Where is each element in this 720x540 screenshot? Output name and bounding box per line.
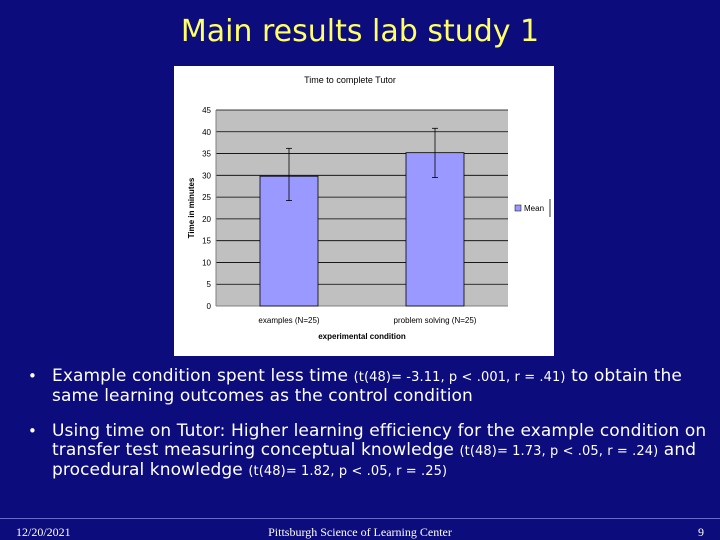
y-tick-label: 35	[202, 150, 211, 159]
y-tick-label: 30	[202, 171, 211, 180]
x-axis-label: experimental condition	[318, 332, 406, 341]
bullet-dot-icon: •	[28, 422, 37, 440]
chart-title: Time to complete Tutor	[304, 75, 396, 85]
bullet-text-segment: Example condition spent less time	[52, 366, 354, 386]
y-tick-label: 45	[202, 106, 211, 115]
stat-text: (t(48)= 1.73, p < .05, r = .24)	[459, 444, 659, 459]
y-tick-label: 5	[207, 280, 212, 289]
bullet-list: • Example condition spent less time (t(4…	[28, 367, 708, 497]
chart: Time to complete Tutor 0 5 10 15 20 25 30 35 40 45…	[174, 66, 554, 356]
y-tick-label: 10	[202, 258, 211, 267]
bullet-item: • Using time on Tutor: Higher learning e…	[28, 422, 708, 481]
y-tick-label: 15	[202, 237, 211, 246]
footer-organization: Pittsburgh Science of Learning Center	[268, 525, 452, 539]
footer: 12/20/2021 Pittsburgh Science of Learnin…	[0, 520, 720, 540]
bullet-text-segment: Using time on Tutor: Higher learning eff…	[52, 421, 707, 460]
bullet-text: Using time on Tutor: Higher learning eff…	[52, 421, 706, 480]
y-tick-label: 25	[202, 193, 211, 202]
y-tick-label: 0	[207, 302, 212, 311]
x-tick-label: problem solving (N=25)	[394, 316, 477, 325]
y-tick-label: 40	[202, 128, 211, 137]
stat-text: (t(48)= 1.82, p < .05, r = .25)	[248, 464, 448, 479]
legend-swatch	[514, 204, 522, 212]
page-number: 9	[698, 525, 704, 539]
bullet-item: • Example condition spent less time (t(4…	[28, 367, 708, 406]
slide-title: Main results lab study 1	[180, 14, 540, 49]
bullet-text-segment: to obtain the same learning outcomes as …	[52, 366, 682, 406]
bullet-text: Example condition spent less time (t(48)…	[52, 366, 682, 406]
bullet-text-segment: and procedural knowledge	[52, 440, 697, 480]
footer-date: 12/20/2021	[16, 525, 71, 539]
legend-label: Mean	[524, 204, 544, 213]
bar	[405, 152, 465, 307]
y-axis-label: Time in minutes	[187, 177, 196, 238]
bar-chart: Time to complete Tutor 0 5 10 15 20 25 30 35 40 45…	[187, 75, 551, 341]
y-tick-label: 20	[202, 215, 211, 224]
footer-divider	[0, 518, 720, 519]
x-tick-label: examples (N=25)	[258, 316, 319, 325]
stat-text: (t(48)= -3.11, p < .001, r = .41)	[353, 370, 566, 385]
bullet-dot-icon: •	[28, 367, 37, 385]
